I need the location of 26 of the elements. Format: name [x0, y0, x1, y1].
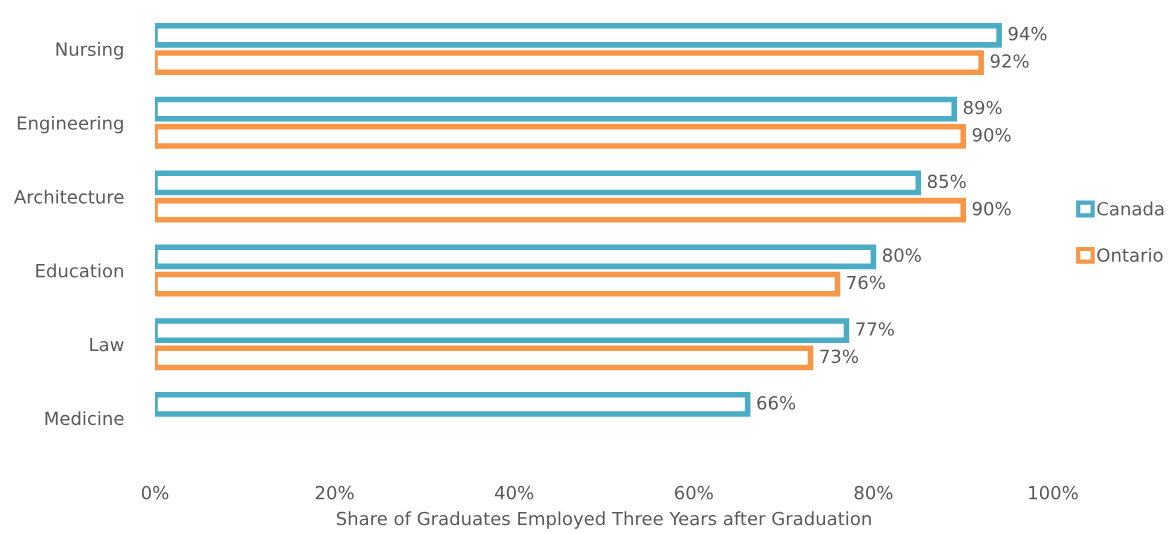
data-label: 66%	[757, 396, 796, 410]
y-tick-label: Engineering	[17, 115, 123, 134]
data-label: 89%	[963, 100, 1002, 115]
y-tick-label: Nursing	[56, 42, 123, 60]
x-tick-label: 80%	[854, 485, 893, 500]
y-tick-label: Medicine	[45, 411, 124, 426]
data-label: 76%	[847, 275, 885, 290]
x-tick-label: 100%	[1029, 485, 1078, 500]
data-label: 92%	[990, 54, 1029, 68]
data-label: 90%	[972, 127, 1011, 142]
x-axis-title: Share of Graduates Employed Three Years after Graduation	[336, 511, 871, 529]
y-tick-label: Architecture	[14, 189, 124, 204]
data-label: 77%	[856, 322, 894, 336]
x-tick-label: 60%	[675, 485, 713, 500]
x-tick-label: 0%	[141, 485, 169, 500]
legend-label: Canada	[1097, 201, 1164, 216]
legend-label: Ontario	[1097, 247, 1163, 262]
data-label: 94%	[1008, 26, 1047, 41]
y-tick-label: Education	[36, 263, 123, 278]
data-label: 73%	[820, 349, 859, 364]
data-label: 80%	[882, 248, 921, 262]
data-label: 90%	[972, 201, 1011, 216]
x-tick-label: 20%	[315, 485, 354, 500]
data-label: 85%	[927, 174, 966, 189]
y-tick-label: Law	[90, 337, 124, 352]
x-tick-label: 40%	[495, 485, 534, 500]
